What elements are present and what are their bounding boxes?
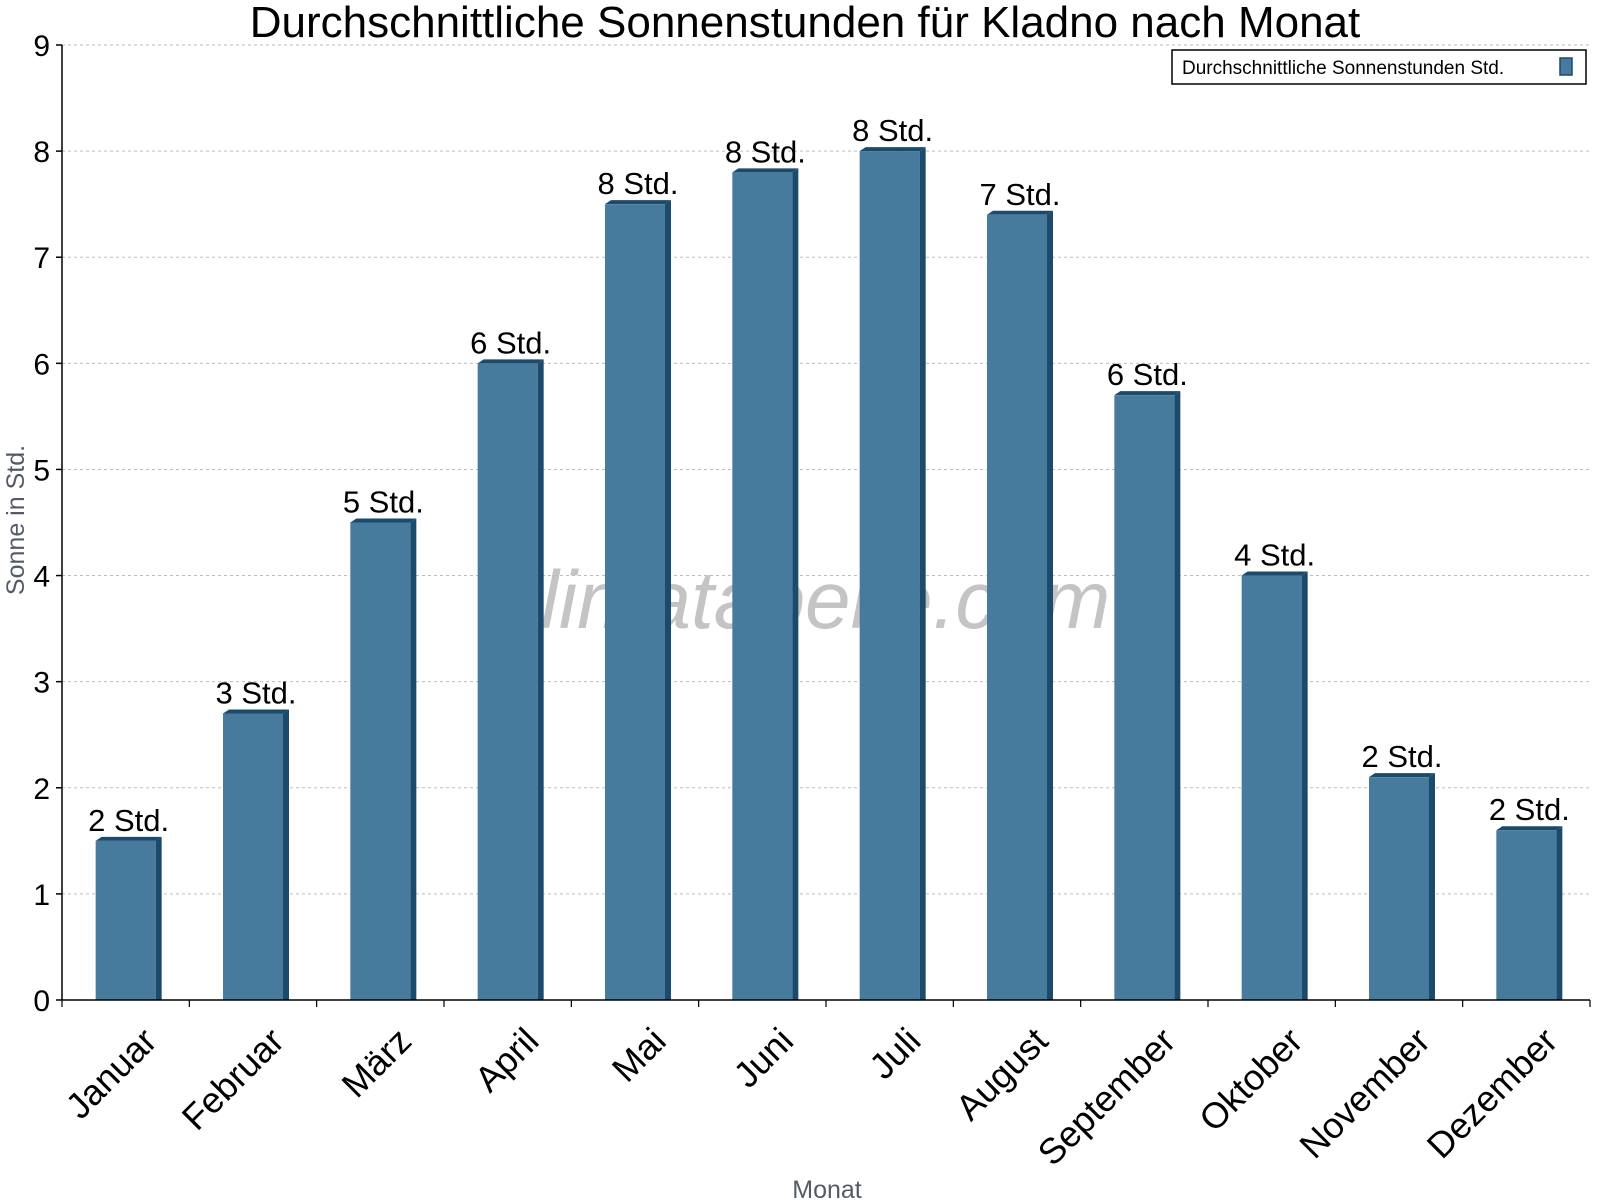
bar-top [1369, 773, 1435, 778]
bar-front [605, 204, 665, 1000]
bar-top [350, 518, 417, 523]
bar-top [1114, 391, 1181, 396]
x-tick-label: März [334, 1020, 420, 1106]
x-tick-label: Januar [58, 1020, 165, 1127]
bar-top [732, 168, 799, 173]
data-label: 6 Std. [470, 325, 551, 360]
x-tick-label: August [948, 1020, 1056, 1128]
x-tick-label: Oktober [1191, 1020, 1311, 1140]
y-tick-label: 7 [33, 242, 50, 275]
x-tick-label: Mai [604, 1020, 674, 1090]
bar-side [410, 518, 417, 1000]
y-axis-title: Sonne in Std. [2, 445, 30, 595]
bar [732, 168, 799, 1001]
bar-front [350, 522, 411, 1000]
bar-front [477, 363, 538, 1000]
x-tick-label: September [1030, 1020, 1184, 1174]
x-tick-label: Februar [174, 1020, 292, 1138]
data-labels: 2 Std. 3 Std. 5 Std. 6 Std. 8 Std. 8 Std. 8 St… [88, 113, 1570, 838]
y-tick-label: 0 [33, 985, 50, 1018]
bar-front [987, 214, 1047, 1000]
y-tick-label: 4 [33, 561, 50, 594]
x-tick-label: November [1291, 1020, 1437, 1166]
bar-side [1301, 571, 1308, 1000]
legend-box [1171, 49, 1587, 85]
y-tick-label: 3 [33, 667, 50, 700]
data-label: 8 Std. [852, 113, 933, 148]
y-tick-label: 6 [33, 348, 50, 381]
y-tick-label: 5 [33, 454, 50, 487]
bar-side [1429, 773, 1435, 1000]
bar-front [95, 840, 156, 1000]
bar-front [223, 713, 283, 1000]
bar [987, 210, 1053, 1000]
data-label: 6 Std. [1107, 357, 1188, 392]
bar [95, 836, 162, 1000]
bar-side [1174, 391, 1181, 1001]
y-tick-label: 1 [33, 879, 50, 912]
bar [605, 200, 671, 1000]
bar-front [1369, 777, 1429, 1000]
bar [477, 359, 544, 1000]
bar-top [223, 709, 289, 714]
bar-top [477, 359, 544, 364]
data-label: 2 Std. [88, 803, 169, 838]
bar-top [859, 147, 926, 152]
bar-side [155, 836, 162, 1000]
bar-side [1556, 826, 1563, 1000]
x-tick-label: Dezember [1419, 1020, 1565, 1166]
data-label: 2 Std. [1362, 739, 1443, 774]
x-tick-label: April [466, 1020, 546, 1100]
legend-label: Durchschnittliche Sonnenstunden Std. [1182, 58, 1504, 79]
bar-side [1047, 210, 1053, 1000]
bar-front [1114, 395, 1175, 1001]
bar-front [1241, 575, 1302, 1000]
x-tick-label: Juni [725, 1020, 801, 1096]
bar-top [1496, 826, 1563, 831]
bars [95, 147, 1563, 1001]
bar-top [987, 210, 1053, 215]
grid-lines [62, 44, 1590, 895]
bar-side [919, 147, 926, 1001]
y-tick-label: 9 [33, 30, 50, 63]
data-label: 7 Std. [980, 177, 1061, 212]
bar-side [537, 359, 544, 1000]
data-label: 2 Std. [1489, 792, 1570, 827]
bar-side [665, 200, 671, 1000]
data-label: 8 Std. [598, 166, 679, 201]
bar-side [283, 709, 289, 1000]
bar [350, 518, 417, 1000]
x-tick-label: Juli [861, 1020, 928, 1087]
x-axis-title: Monat [792, 1176, 862, 1200]
y-tick-label: 2 [33, 773, 50, 806]
bar-top [1241, 571, 1308, 576]
bar [1369, 773, 1435, 1000]
bar [1496, 826, 1563, 1000]
bar-front [859, 151, 920, 1001]
legend: Durchschnittliche Sonnenstunden Std. [1171, 49, 1587, 85]
bar-top [95, 836, 162, 841]
bar-top [605, 200, 671, 205]
y-tick-label: 8 [33, 136, 50, 169]
data-label: 3 Std. [216, 676, 297, 711]
bar-front [732, 172, 793, 1001]
bar-side [792, 168, 799, 1001]
data-label: 5 Std. [343, 485, 424, 520]
bar [859, 147, 926, 1001]
bar [1114, 391, 1181, 1001]
chart-title: Durchschnittliche Sonnenstunden für Klad… [250, 0, 1360, 47]
bar-front [1496, 830, 1557, 1000]
legend-swatch [1559, 57, 1573, 76]
data-label: 8 Std. [725, 134, 806, 169]
bar [1241, 571, 1308, 1000]
data-label: 4 Std. [1234, 538, 1315, 573]
bar [223, 709, 289, 1000]
